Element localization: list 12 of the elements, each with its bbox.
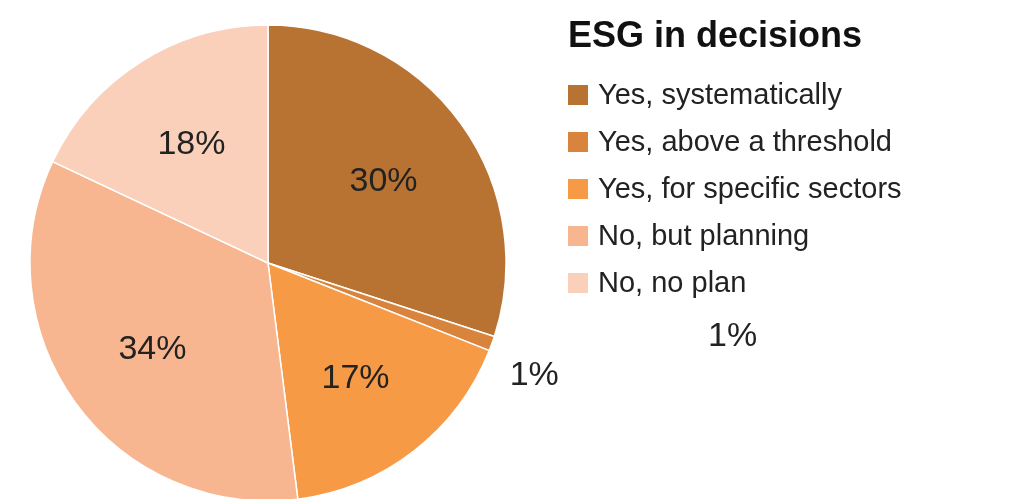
legend-label: Yes, above a threshold (598, 125, 892, 158)
legend-label: Yes, systematically (598, 78, 842, 111)
chart-title: ESG in decisions (568, 14, 864, 56)
data-label: 34% (118, 327, 187, 366)
data-label: 30% (349, 160, 418, 199)
legend-label: No, no plan (598, 266, 747, 299)
legend-label: Yes, for specific sectors (598, 172, 902, 205)
data-label: 17% (321, 356, 390, 395)
data-label: 18% (157, 123, 226, 162)
text: 1% (708, 315, 759, 354)
data-label: 1% (509, 353, 559, 392)
legend-label: No, but planning (598, 219, 810, 252)
